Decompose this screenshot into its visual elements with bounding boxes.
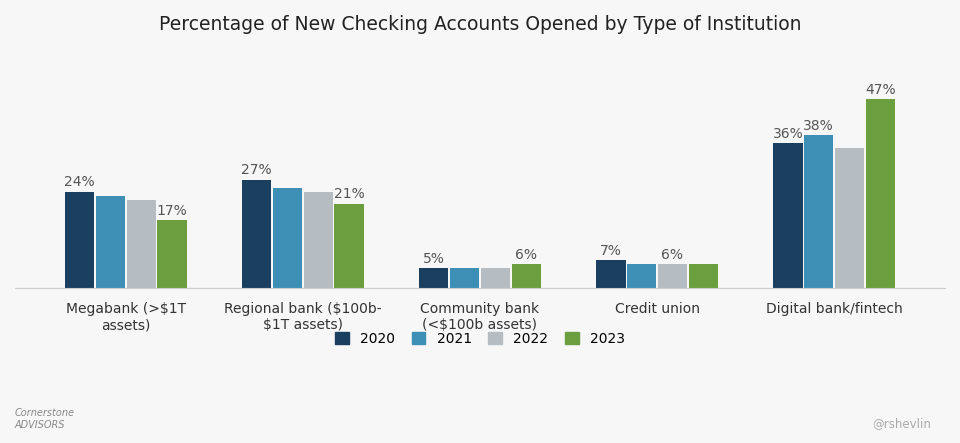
Bar xyxy=(334,204,364,288)
Bar xyxy=(242,180,272,288)
Bar xyxy=(96,196,125,288)
Text: 38%: 38% xyxy=(804,119,834,133)
Bar xyxy=(866,99,895,288)
Text: 47%: 47% xyxy=(865,83,896,97)
Bar xyxy=(596,260,626,288)
Bar xyxy=(804,136,833,288)
Bar xyxy=(835,148,864,288)
Bar xyxy=(420,268,448,288)
Text: 24%: 24% xyxy=(64,175,95,189)
Bar xyxy=(774,144,803,288)
Bar xyxy=(303,192,333,288)
Bar xyxy=(127,200,156,288)
Bar xyxy=(627,264,657,288)
Text: 21%: 21% xyxy=(334,187,365,202)
Text: 36%: 36% xyxy=(773,127,804,141)
Bar xyxy=(658,264,687,288)
Bar xyxy=(273,188,302,288)
Title: Percentage of New Checking Accounts Opened by Type of Institution: Percentage of New Checking Accounts Open… xyxy=(158,15,802,34)
Text: Cornerstone
ADVISORS: Cornerstone ADVISORS xyxy=(14,408,75,430)
Legend: 2020, 2021, 2022, 2023: 2020, 2021, 2022, 2023 xyxy=(329,326,631,351)
Text: 6%: 6% xyxy=(516,248,538,262)
Text: 17%: 17% xyxy=(156,203,187,218)
Text: 5%: 5% xyxy=(422,252,444,266)
Text: 6%: 6% xyxy=(661,248,684,262)
Text: 27%: 27% xyxy=(241,163,272,177)
Bar xyxy=(65,192,94,288)
Text: @rshevlin: @rshevlin xyxy=(873,417,931,430)
Bar xyxy=(481,268,510,288)
Text: 7%: 7% xyxy=(600,244,622,258)
Bar xyxy=(450,268,479,288)
Bar xyxy=(157,220,186,288)
Bar xyxy=(512,264,540,288)
Bar xyxy=(688,264,718,288)
